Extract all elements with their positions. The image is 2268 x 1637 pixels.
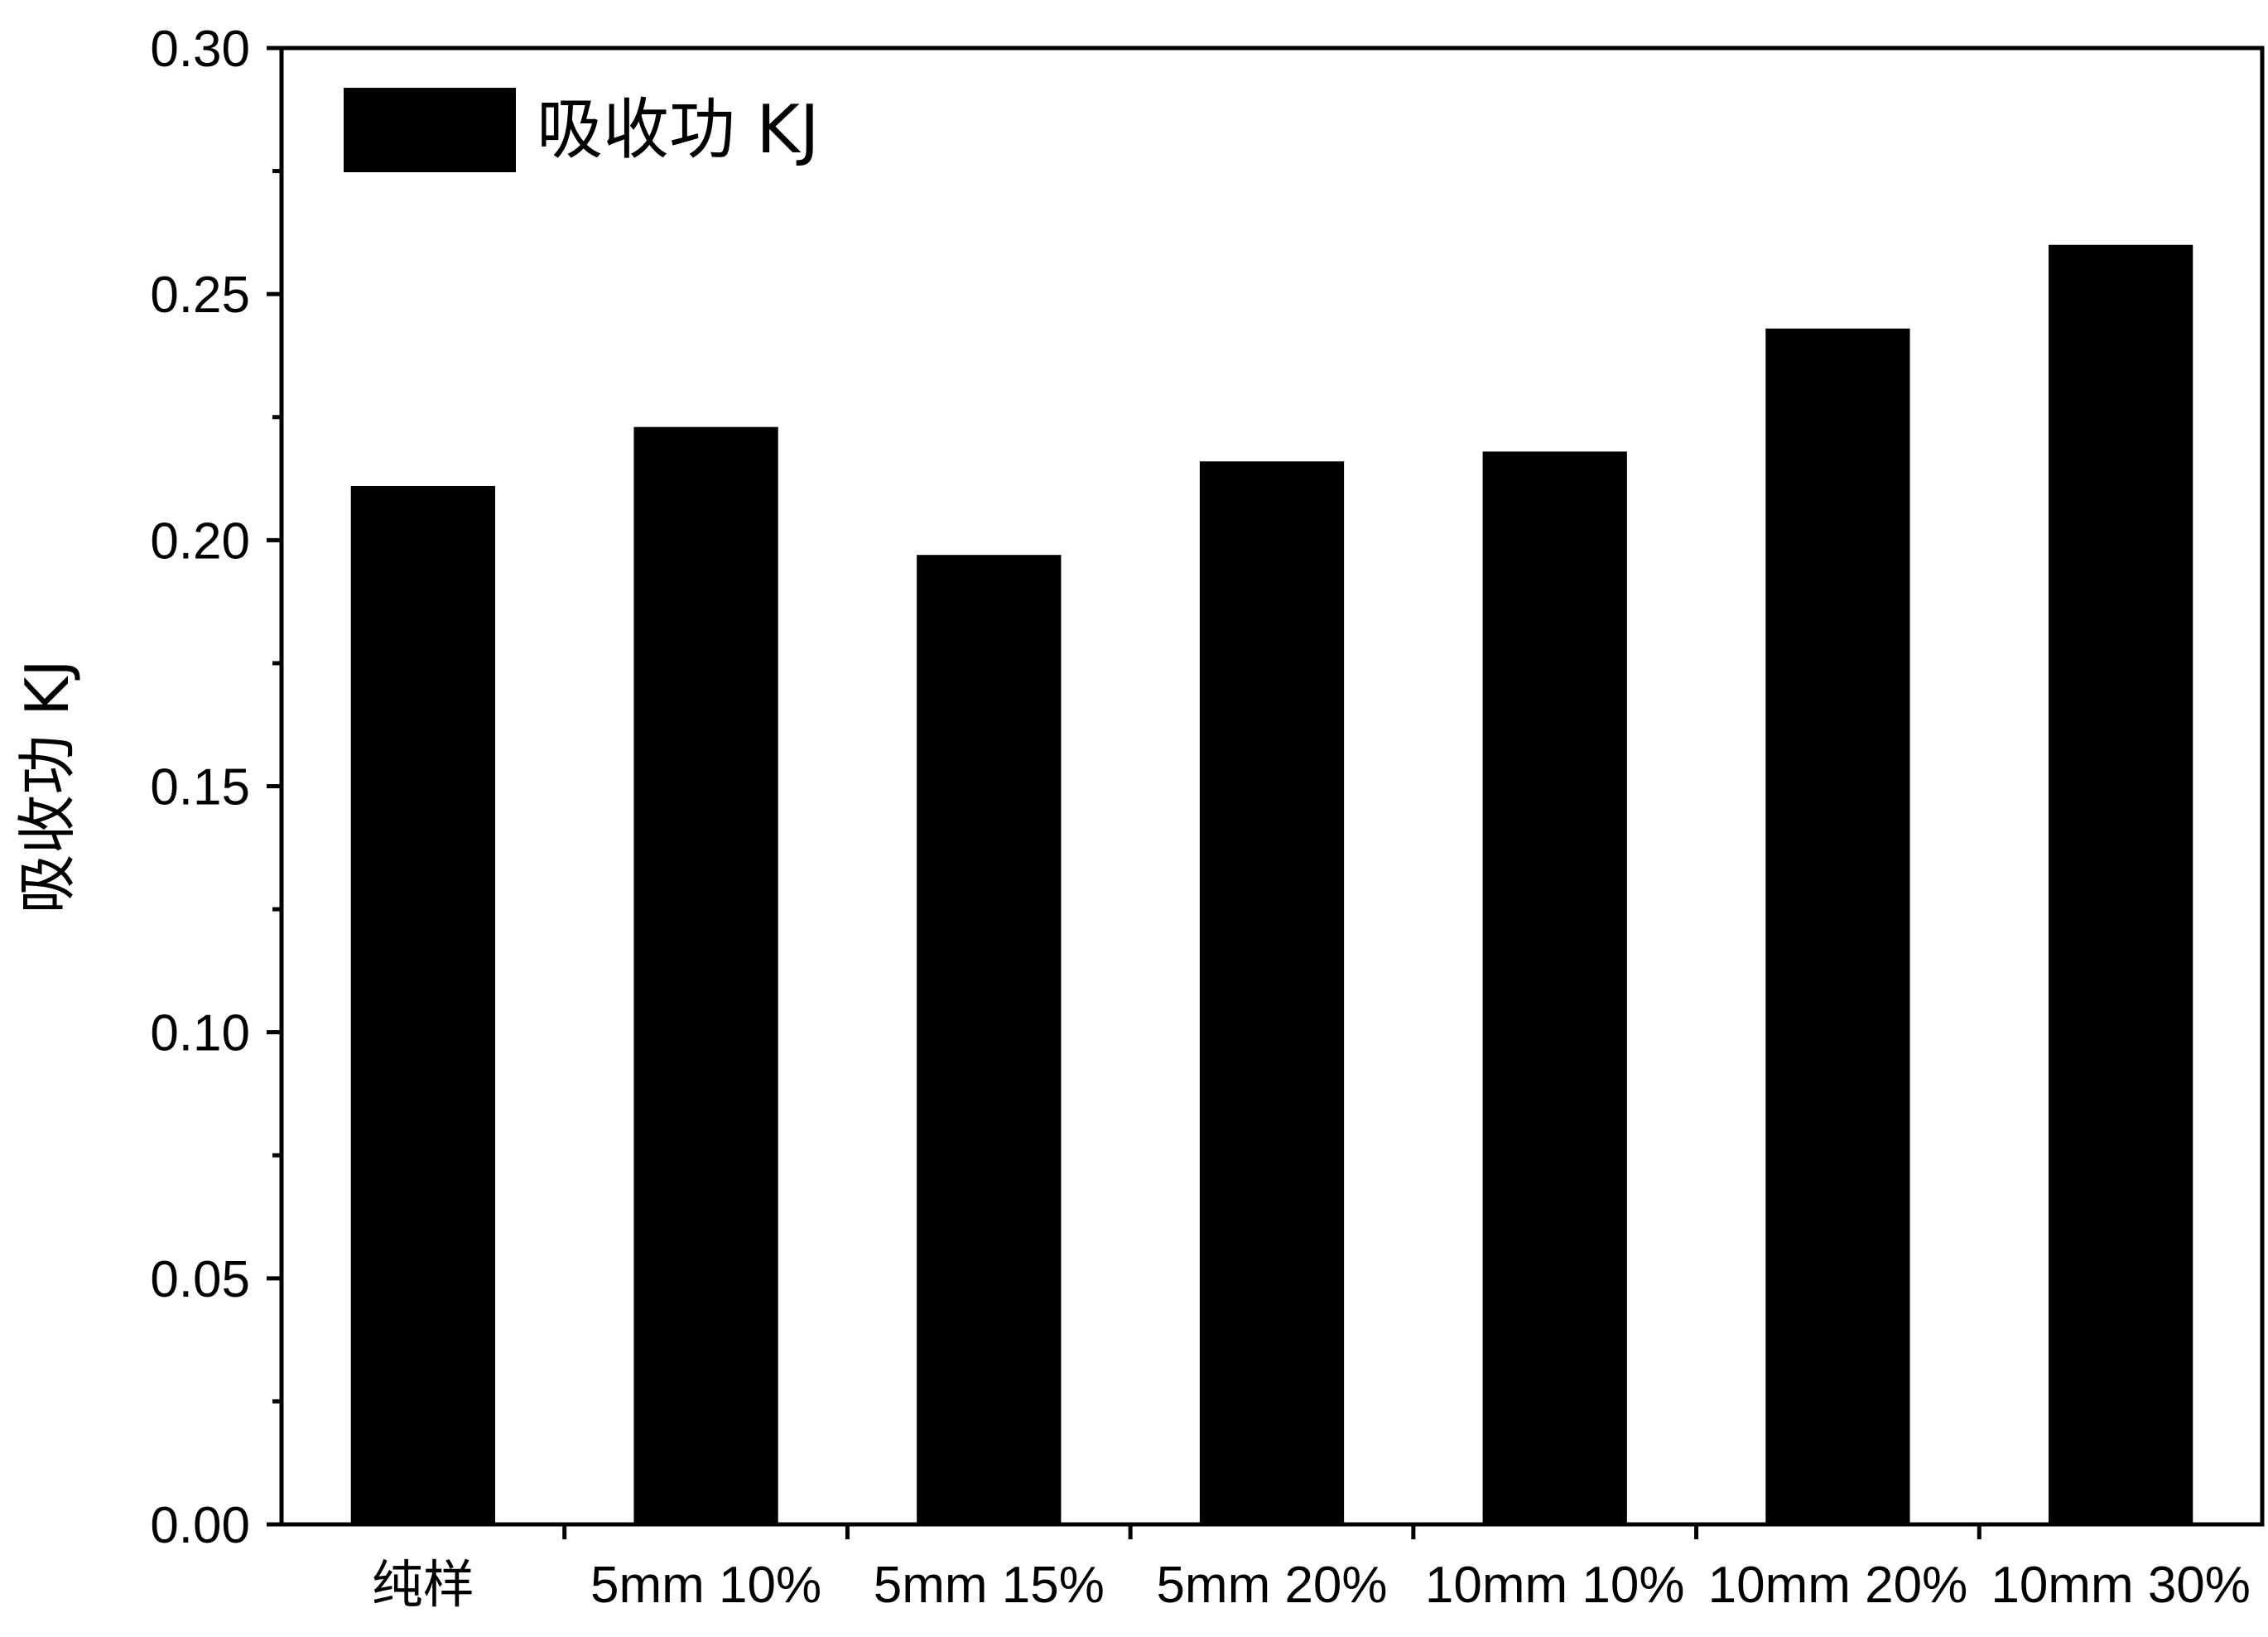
y-axis-title: 吸收功 KJ	[12, 659, 82, 913]
bar	[2049, 245, 2193, 1524]
y-tick-label: 0.15	[150, 759, 250, 816]
x-tick-label: 纯样	[372, 1557, 474, 1614]
legend-label: 吸收功 KJ	[537, 91, 819, 168]
legend-swatch	[344, 88, 516, 172]
x-tick-label: 5mm 20%	[1156, 1557, 1387, 1614]
x-axis-ticks: 纯样 5mm 10% 5mm 15% 5mm 20% 10mm 10% 10mm 20% 1…	[372, 1524, 2251, 1614]
x-tick-label: 10mm 20%	[1708, 1557, 1968, 1614]
y-tick-label: 0.05	[150, 1251, 250, 1308]
y-tick-label: 0.25	[150, 267, 250, 324]
bar	[1200, 461, 1344, 1524]
bar-series	[351, 245, 2193, 1524]
bar	[351, 486, 495, 1524]
x-tick-label: 10mm 30%	[1991, 1557, 2251, 1614]
bar	[917, 555, 1061, 1524]
x-tick-label: 5mm 15%	[874, 1557, 1105, 1614]
x-tick-label: 10mm 10%	[1425, 1557, 1685, 1614]
bar	[633, 427, 778, 1524]
bar	[1483, 451, 1627, 1524]
bar	[1765, 329, 1909, 1524]
x-tick-label: 5mm 10%	[590, 1557, 821, 1614]
legend: 吸收功 KJ	[344, 88, 819, 172]
y-axis-ticks: 0.00 0.05 0.10 0.15 0.20 0.25 0.30	[150, 21, 282, 1554]
y-tick-label: 0.20	[150, 513, 250, 570]
y-tick-label: 0.30	[150, 21, 250, 78]
y-tick-label: 0.10	[150, 1005, 250, 1062]
y-tick-label: 0.00	[150, 1497, 250, 1554]
